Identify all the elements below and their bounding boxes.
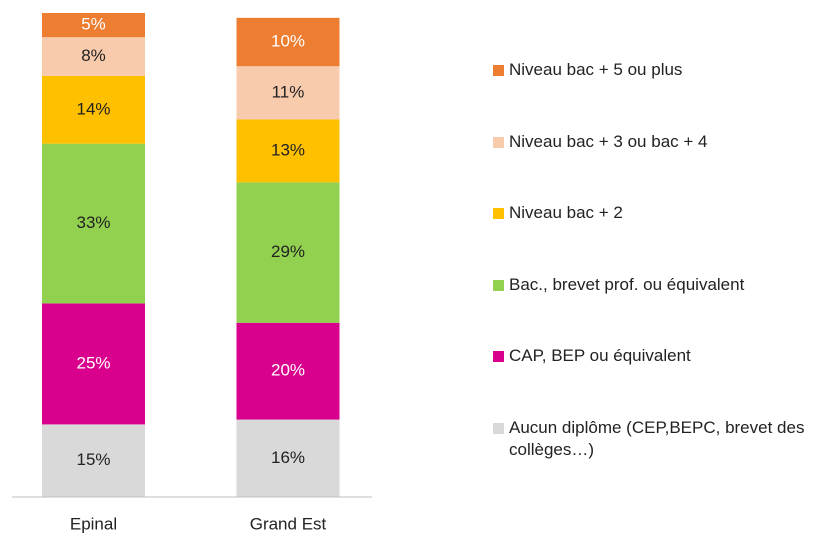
legend-item: CAP, BEP ou équivalent: [493, 345, 833, 367]
legend-label: Bac., brevet prof. ou équivalent: [509, 274, 745, 294]
data-label: 13%: [271, 140, 305, 159]
legend-swatch: [493, 208, 504, 219]
legend-item: Niveau bac + 2: [493, 202, 833, 224]
data-label: 20%: [271, 361, 305, 380]
x-tick-label: Grand Est: [250, 514, 327, 533]
bar-segment: [236, 17, 340, 67]
legend-label: Niveau bac + 5 ou plus: [509, 60, 683, 79]
legend-label: CAP, BEP ou équivalent: [509, 346, 691, 365]
x-tick-label: Epinal: [70, 514, 117, 533]
legend-swatch: [493, 422, 504, 434]
data-label: 8%: [81, 46, 106, 65]
legend-swatch: [493, 279, 504, 291]
legend-label: Niveau bac + 2: [509, 203, 623, 222]
legend-swatch: [493, 351, 504, 362]
bar-segment: [42, 37, 145, 76]
legend-swatch: [493, 136, 504, 148]
data-label: 15%: [76, 450, 110, 469]
bar-segment: [42, 424, 145, 497]
data-label: 29%: [271, 242, 305, 261]
bar-segment: [236, 66, 340, 120]
legend-item: Bac., brevet prof. ou équivalent: [493, 274, 833, 296]
bar-segment: [236, 119, 340, 183]
bar-segment: [42, 75, 145, 144]
bar-segment: [236, 182, 340, 323]
data-label: 25%: [76, 353, 110, 372]
bar-segment: [42, 13, 145, 38]
legend-swatch: [493, 65, 504, 76]
legend-label: Niveau bac + 3 ou bac + 4: [509, 131, 708, 151]
data-label: 33%: [76, 213, 110, 232]
bar-segment: [42, 143, 145, 304]
data-label: 16%: [271, 448, 305, 467]
bar-segment: [42, 303, 145, 425]
legend-item: Aucun diplôme (CEP,BEPC, brevet des coll…: [493, 417, 833, 461]
data-label: 11%: [272, 82, 305, 101]
data-label: 5%: [81, 15, 106, 34]
data-label: 14%: [76, 99, 110, 118]
bar-segment: [236, 322, 340, 420]
data-label: 10%: [271, 32, 305, 51]
legend-label: Aucun diplôme (CEP,BEPC, brevet des coll…: [509, 417, 805, 459]
bar-segment: [236, 419, 340, 497]
legend-item: Niveau bac + 3 ou bac + 4: [493, 131, 833, 153]
legend-item: Niveau bac + 5 ou plus: [493, 59, 833, 81]
